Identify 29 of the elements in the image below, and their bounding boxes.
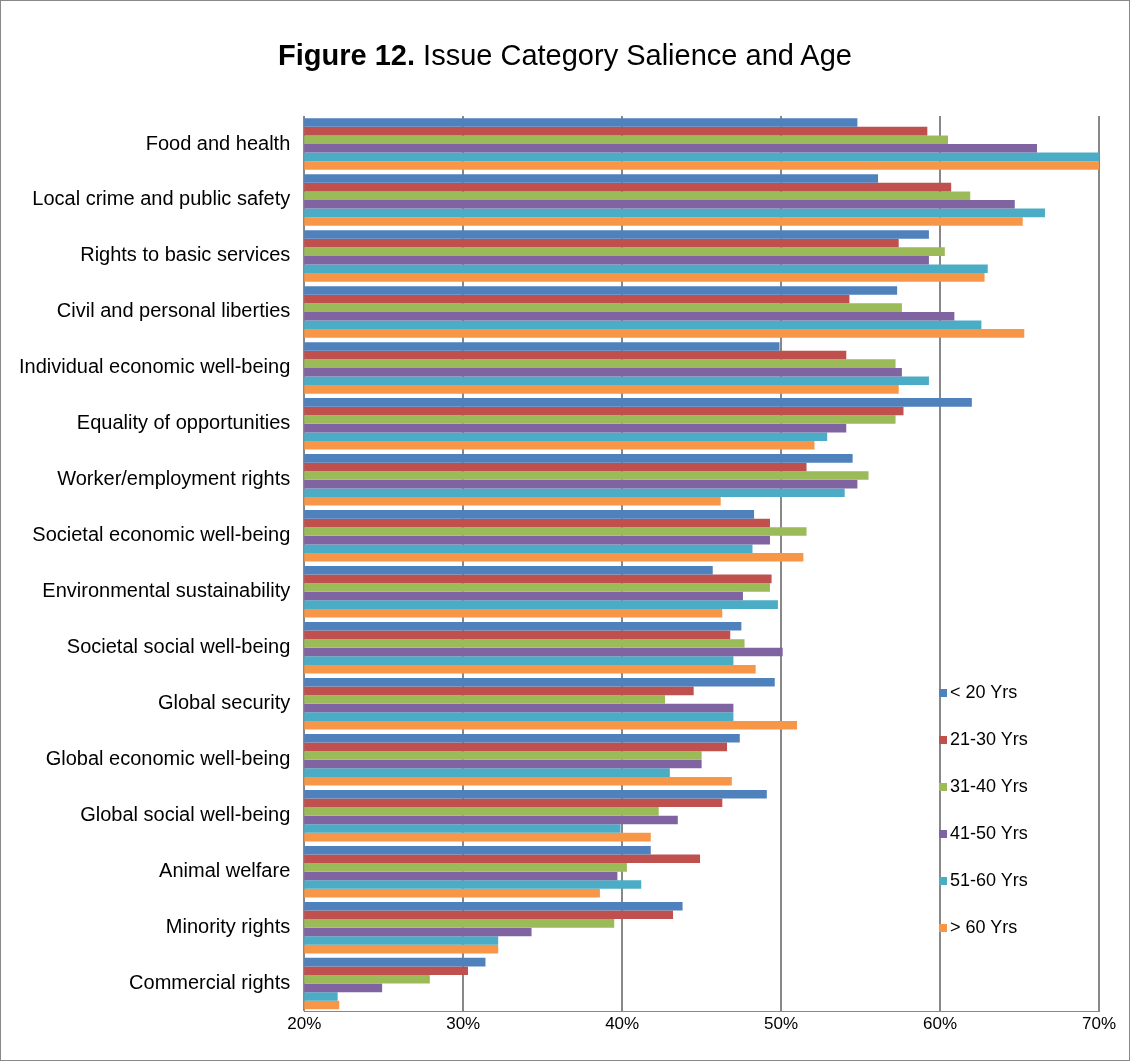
y-tick-label: Equality of opportunities	[76, 411, 291, 434]
y-tick-label: Worker/employment rights	[57, 467, 291, 490]
legend-label: 21-30 Yrs	[950, 729, 1028, 750]
x-tick-label: 20%	[287, 1014, 322, 1034]
y-tick-label: Commercial rights	[129, 971, 291, 994]
y-tick-label: Global security	[157, 691, 291, 714]
y-tick-label: Global social well-being	[80, 803, 291, 826]
y-tick-label: Local crime and public safety	[32, 187, 291, 210]
x-tick-label: 60%	[923, 1014, 958, 1034]
y-tick-label: Societal economic well-being	[32, 523, 291, 546]
chart-title: Figure 12. Issue Category Salience and Age	[277, 39, 853, 72]
y-tick-label: Environmental sustainability	[42, 579, 291, 602]
x-tick-label: 50%	[764, 1014, 799, 1034]
legend-label: < 20 Yrs	[950, 682, 1018, 703]
legend-label: 41-50 Yrs	[950, 823, 1028, 844]
y-tick-label: Minority rights	[165, 915, 291, 938]
x-tick-label: 40%	[605, 1014, 640, 1034]
y-tick-label: Global economic well-being	[45, 747, 291, 770]
legend-label: 51-60 Yrs	[950, 870, 1028, 891]
y-tick-label: Animal welfare	[159, 859, 291, 882]
legend-label: > 60 Yrs	[950, 917, 1018, 938]
legend-label: 31-40 Yrs	[950, 776, 1028, 797]
y-tick-label: Food and health	[145, 131, 291, 154]
y-tick-label: Civil and personal liberties	[56, 299, 291, 322]
x-tick-label: 30%	[446, 1014, 481, 1034]
y-tick-label: Societal social well-being	[66, 635, 291, 658]
x-tick-label: 70%	[1081, 1014, 1117, 1034]
y-tick-label: Individual economic well-being	[18, 355, 291, 378]
y-tick-label: Rights to basic services	[80, 243, 291, 266]
